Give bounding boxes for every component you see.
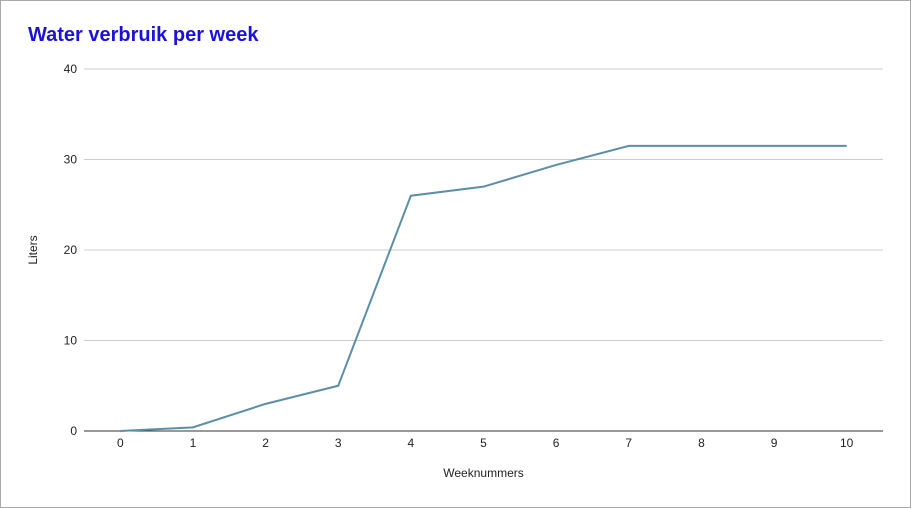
- gridlines: [84, 68, 883, 341]
- x-tick-labels: 0 1 2 3 4 5 6 7 8 9 10: [117, 436, 854, 450]
- y-tick-label: 40: [64, 62, 78, 76]
- chart-title: Water verbruik per week: [28, 24, 259, 46]
- x-tick-label: 5: [480, 436, 487, 450]
- y-tick-label: 20: [64, 243, 78, 257]
- y-tick-labels: 0 10 20 30 40: [64, 62, 78, 438]
- y-axis-title: Liters: [26, 235, 40, 264]
- x-axis-title: Weeknummers: [443, 466, 523, 480]
- x-tick-label: 2: [262, 436, 269, 450]
- x-tick-label: 0: [117, 436, 124, 450]
- x-tick-label: 9: [771, 436, 778, 450]
- x-tick-label: 10: [840, 436, 854, 450]
- y-tick-label: 30: [64, 153, 78, 167]
- x-tick-label: 3: [335, 436, 342, 450]
- x-tick-label: 1: [190, 436, 197, 450]
- x-tick-label: 6: [553, 436, 560, 450]
- series-line: [120, 144, 847, 432]
- x-tick-label: 4: [408, 436, 415, 450]
- x-tick-label: 8: [698, 436, 705, 450]
- y-tick-label: 10: [64, 334, 78, 348]
- y-tick-label: 0: [70, 424, 77, 438]
- x-tick-label: 7: [625, 436, 632, 450]
